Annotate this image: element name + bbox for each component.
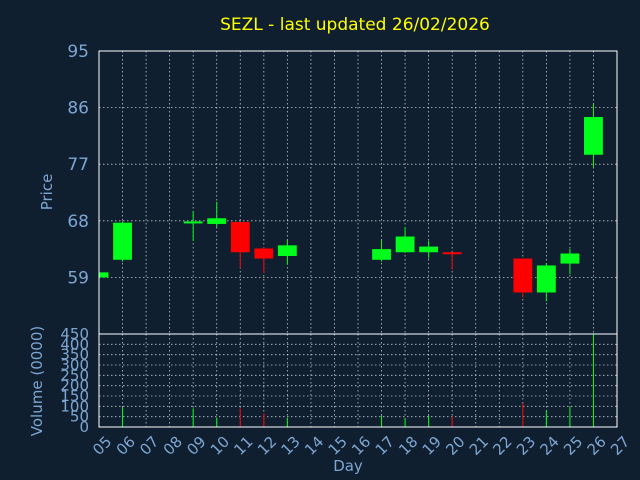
- day-tick-label: 11: [230, 433, 256, 459]
- volume-tick-label: 150: [60, 387, 89, 405]
- price-tick-label: 95: [67, 42, 89, 62]
- day-tick-label: 17: [372, 433, 398, 459]
- volume-tick-label: 100: [60, 397, 89, 415]
- candle-body: [113, 222, 132, 260]
- price-grid: [98, 50, 618, 334]
- candle-body: [395, 236, 415, 253]
- volume-tick-label: 300: [60, 356, 89, 374]
- volume-bars-layer: [98, 334, 594, 427]
- day-tick-label: 07: [136, 433, 162, 459]
- price-tick-label: 77: [67, 155, 89, 175]
- price-tick-label: 59: [67, 268, 89, 288]
- day-tick-label: 08: [160, 433, 186, 459]
- candle-body: [536, 265, 556, 293]
- candle-body: [277, 245, 297, 257]
- price-tick-label: 86: [67, 99, 89, 119]
- day-tick-label: 06: [113, 433, 139, 459]
- candle-body: [560, 253, 580, 264]
- day-tick-label: 13: [278, 433, 304, 459]
- volume-axis-label: Volume (0000): [28, 326, 46, 436]
- volume-grid: [98, 333, 618, 428]
- day-tick-label: 27: [607, 433, 633, 459]
- candle-body: [584, 117, 603, 155]
- candle-body: [99, 272, 109, 278]
- candles-layer: [98, 104, 603, 302]
- day-tick-label: 16: [348, 433, 374, 459]
- day-tick-label: 21: [466, 433, 492, 459]
- day-tick-label: 15: [325, 433, 351, 459]
- candle-body: [419, 246, 439, 253]
- day-tick-label: 12: [254, 433, 280, 459]
- day-tick-label: 18: [395, 433, 421, 459]
- price-axis: 59 68 77 86 95: [67, 42, 89, 288]
- candle-body: [254, 248, 274, 259]
- volume-panel-frame: [98, 333, 618, 428]
- volume-tick-label: 400: [60, 335, 89, 353]
- chart-title: SEZL - last updated 26/02/2026: [220, 15, 490, 35]
- candle-body: [513, 258, 533, 293]
- candle-body: [442, 252, 462, 255]
- day-tick-label: 19: [419, 433, 445, 459]
- candle-body: [230, 222, 250, 253]
- day-tick-label: 10: [207, 433, 233, 459]
- day-tick-label: 09: [183, 433, 209, 459]
- candle-body: [207, 218, 227, 224]
- day-tick-label: 23: [513, 433, 539, 459]
- day-tick-label: 05: [89, 433, 115, 459]
- day-axis: 0506070809101112131415161718192021222324…: [89, 433, 633, 459]
- volume-tick-label: 200: [60, 377, 89, 395]
- volume-tick-label: 350: [60, 346, 89, 364]
- volume-tick-label: 50: [70, 408, 89, 426]
- candle-body: [183, 221, 203, 224]
- price-tick-label: 68: [67, 212, 89, 232]
- volume-tick-label: 450: [60, 325, 89, 343]
- day-tick-label: 25: [560, 433, 586, 459]
- day-tick-label: 24: [537, 433, 563, 459]
- day-axis-label: Day: [333, 457, 363, 475]
- price-axis-label: Price: [38, 174, 56, 211]
- day-tick-label: 20: [442, 433, 468, 459]
- volume-tick-label: 250: [60, 366, 89, 384]
- candle-body: [372, 249, 391, 260]
- volume-tick-label: 0: [79, 418, 89, 436]
- day-tick-label: 22: [489, 433, 515, 459]
- day-tick-label: 14: [301, 433, 327, 459]
- day-tick-label: 26: [584, 433, 610, 459]
